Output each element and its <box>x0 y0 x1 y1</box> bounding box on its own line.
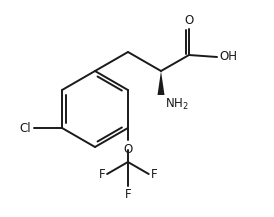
Text: O: O <box>184 14 194 27</box>
Text: F: F <box>98 168 105 181</box>
Text: F: F <box>125 188 131 201</box>
Text: F: F <box>151 168 157 181</box>
Text: OH: OH <box>219 51 237 64</box>
Polygon shape <box>158 71 164 95</box>
Text: Cl: Cl <box>19 122 31 135</box>
Text: NH$_2$: NH$_2$ <box>165 97 189 112</box>
Text: O: O <box>123 143 133 156</box>
